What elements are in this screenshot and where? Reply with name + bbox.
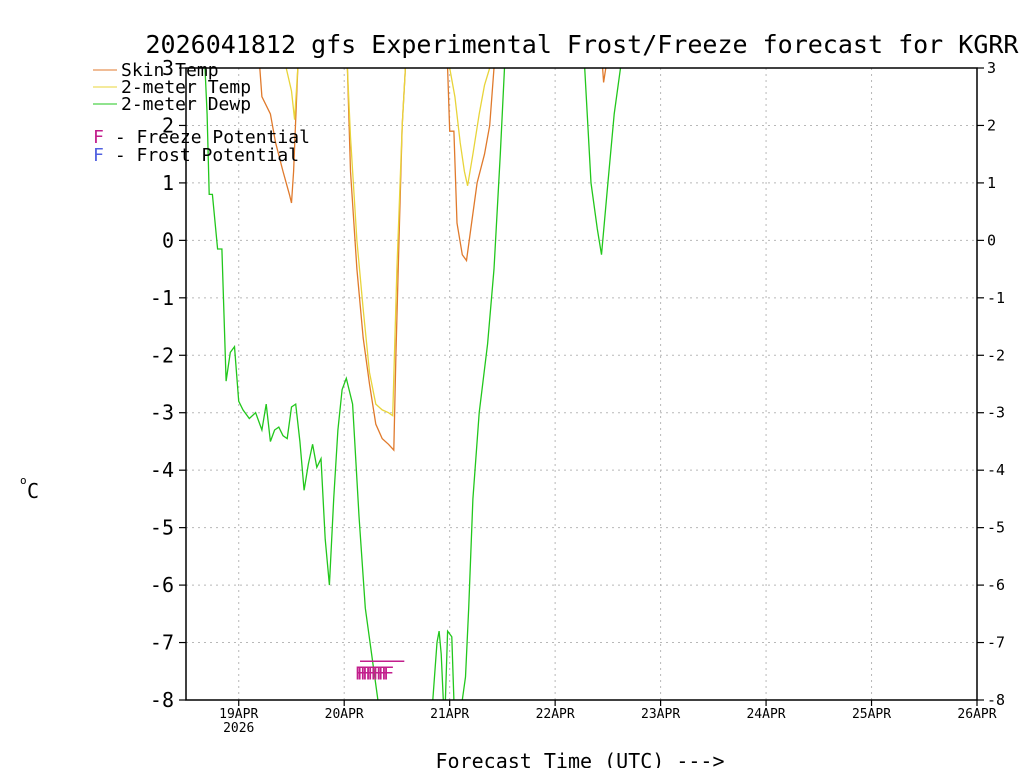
freeze-mark: F [373, 663, 384, 684]
freeze-mark: F [376, 663, 387, 684]
freeze-mark: F [381, 663, 392, 684]
y-tick-label-left: 2 [162, 113, 174, 137]
legend-freeze-letter: F [93, 127, 104, 148]
series-line-2-meter-temp [346, 68, 407, 417]
x-tick-label: 19APR [219, 707, 258, 722]
y-tick-label-left: -2 [150, 343, 174, 367]
y-tick-label-right: -1 [987, 289, 1005, 307]
series-line-skin-temp [346, 68, 407, 452]
y-tick-label-right: 2 [987, 116, 996, 134]
freeze-mark: F [355, 663, 366, 684]
freeze-mark: F [360, 663, 371, 684]
grid-lines [186, 68, 977, 700]
y-tick-label-left: -3 [150, 401, 174, 425]
series-line-2-meter-dewp [584, 68, 622, 255]
freeze-mark: F [367, 663, 378, 684]
legend: Skin Temp 2-meter Temp 2-meter Dewp F - … [93, 60, 310, 166]
y-tick-label-left: -8 [150, 688, 174, 712]
series-line-skin-temp [446, 68, 495, 263]
series-line-2-meter-temp [449, 68, 491, 186]
x-tick-label: 24APR [746, 707, 785, 722]
y-tick-label-left: -5 [150, 516, 174, 540]
series-line-2-meter-dewp [461, 68, 506, 700]
series-line-2-meter-dewp [432, 630, 444, 700]
x-tick-label: 26APR [957, 707, 996, 722]
freeze-mark: F [378, 663, 389, 684]
legend-label-2m-dewp: 2-meter Dewp [121, 94, 251, 115]
y-tick-label-left: -6 [150, 573, 174, 597]
freeze-mark: F [357, 663, 368, 684]
legend-label-2m-temp: 2-meter Temp [121, 77, 251, 98]
chart-title: 2026041812 gfs Experimental Frost/Freeze… [146, 30, 1020, 59]
x-tick-label: 20APR [325, 707, 364, 722]
series-line-skin-temp [601, 68, 607, 83]
y-tick-label-left: 0 [162, 228, 174, 252]
y-tick-label-left: -7 [150, 631, 174, 655]
y-tick-label-right: -2 [987, 346, 1005, 364]
x-tick-label: 25APR [852, 707, 891, 722]
legend-frost-text: - Frost Potential [104, 145, 299, 166]
y-tick-label-right: -6 [987, 576, 1005, 594]
x-tick-label: 22APR [536, 707, 575, 722]
series-line-2-meter-temp [285, 68, 299, 120]
y-tick-label-right: 1 [987, 174, 996, 192]
y-tick-label-right: 3 [987, 59, 996, 77]
series-line-skin-temp [259, 68, 299, 204]
y-tick-label-left: -4 [150, 458, 174, 482]
y-tick-label-right: -7 [987, 634, 1005, 652]
freeze-mark: F [362, 663, 373, 684]
series-line-2-meter-dewp [444, 629, 455, 700]
legend-frost-letter: F [93, 145, 104, 166]
freeze-mark: F [365, 663, 376, 684]
x-tick-label: 23APR [641, 707, 680, 722]
plot-frame [185, 67, 978, 701]
series-line-2-meter-dewp [204, 68, 379, 700]
legend-freeze-text: - Freeze Potential [104, 127, 310, 148]
x-tick-label: 21APR [430, 707, 469, 722]
x-tick-year-label: 2026 [223, 721, 254, 736]
y-tick-label-right: -5 [987, 519, 1005, 537]
legend-label-skin-temp: Skin Temp [121, 60, 219, 81]
y-tick-label-left: -1 [150, 286, 174, 310]
y-axis-label-degree: o [20, 474, 27, 487]
y-axis-ticks: -8 -8 -7 -7 -6 -6 -5 -5 -4 -4 -3 -3 -2 -2 -1 -1 0 0 1 1 2 2 3 3 [150, 56, 1005, 712]
y-tick-label-right: 0 [987, 231, 996, 249]
y-tick-label-left: 3 [162, 56, 174, 80]
x-axis-label: Forecast Time (UTC) ---> [436, 749, 725, 768]
series-layer [204, 68, 622, 700]
y-tick-label-right: -8 [987, 691, 1005, 709]
y-tick-label-right: -3 [987, 404, 1005, 422]
y-tick-label-right: -4 [987, 461, 1005, 479]
y-axis-label-unit: C [27, 479, 39, 503]
y-tick-label-left: 1 [162, 171, 174, 195]
freeze-mark: F [370, 663, 381, 684]
freeze-mark: F [383, 663, 394, 684]
